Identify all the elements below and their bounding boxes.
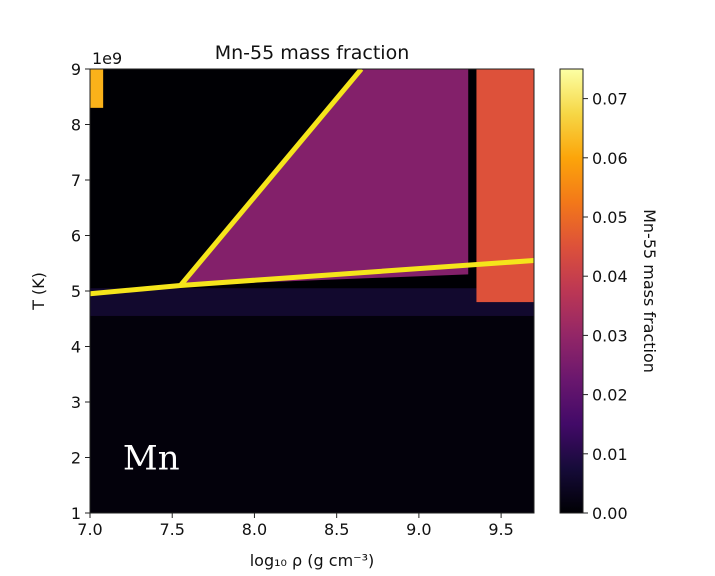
heatmap-region <box>180 69 469 286</box>
y-tick-label: 7 <box>71 171 81 190</box>
heatmap-region <box>476 69 534 303</box>
y-tick-label: 1 <box>71 504 81 523</box>
heatmap-region <box>90 69 104 108</box>
colorbar-tick-label: 0.03 <box>592 326 628 345</box>
heatmap-region <box>90 315 534 513</box>
colorbar-gradient <box>559 68 584 514</box>
y-tick-label: 8 <box>71 116 81 135</box>
x-tick-label: 8.0 <box>242 520 267 539</box>
y-axis: 1 2 3 4 5 6 7 8 9 <box>71 60 90 523</box>
y-tick-label: 9 <box>71 60 81 79</box>
y-tick-label: 5 <box>71 282 81 301</box>
colorbar-tick-label: 0.07 <box>592 90 628 109</box>
y-tick-label: 6 <box>71 227 81 246</box>
colorbar-tick-label: 0.00 <box>592 504 628 523</box>
x-axis-label: log₁₀ ρ (g cm⁻³) <box>250 551 375 570</box>
colorbar-label: Mn-55 mass fraction <box>640 209 659 373</box>
y-tick-label: 4 <box>71 338 81 357</box>
y-offset-label: 1e9 <box>92 49 122 68</box>
chart-title: Mn-55 mass fraction <box>215 42 409 64</box>
x-tick-label: 8.5 <box>324 520 349 539</box>
colorbar-tick-label: 0.06 <box>592 149 628 168</box>
heatmap-region <box>90 288 534 316</box>
colorbar-ticks: 0.00 0.01 0.02 0.03 0.04 0.05 0.06 0.07 <box>583 90 628 523</box>
colorbar-tick-label: 0.05 <box>592 208 628 227</box>
x-tick-label: 9.5 <box>488 520 513 539</box>
annotation-mn: Mn <box>123 439 180 479</box>
overlay-lines <box>90 69 534 297</box>
colorbar-tick-label: 0.02 <box>592 386 628 405</box>
overlay-line <box>178 69 364 288</box>
x-tick-label: 7.5 <box>159 520 184 539</box>
y-tick-label: 3 <box>71 393 81 412</box>
x-tick-label: 7.0 <box>77 520 102 539</box>
plot-area: Mn <box>90 69 534 513</box>
y-axis-label: T (K) <box>29 272 48 311</box>
colorbar-tick-label: 0.01 <box>592 445 628 464</box>
x-axis: 7.0 7.5 8.0 8.5 9.0 9.5 <box>77 513 514 539</box>
colorbar-tick-label: 0.04 <box>592 267 628 286</box>
colorbar: 0.00 0.01 0.02 0.03 0.04 0.05 0.06 0.07 Mn-55 m… <box>559 68 659 523</box>
y-tick-label: 2 <box>71 449 81 468</box>
x-tick-label: 9.0 <box>406 520 431 539</box>
